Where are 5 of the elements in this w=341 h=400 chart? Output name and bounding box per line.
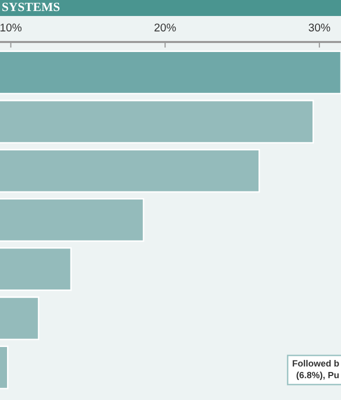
annotation: Followed b (6.8%), Pu bbox=[292, 360, 339, 380]
chart-title: SYSTEMS bbox=[2, 2, 60, 12]
x-tick-label: 30% bbox=[308, 24, 330, 32]
x-tick-label: 10% bbox=[0, 24, 22, 32]
x-tick-label: 20% bbox=[154, 24, 176, 32]
